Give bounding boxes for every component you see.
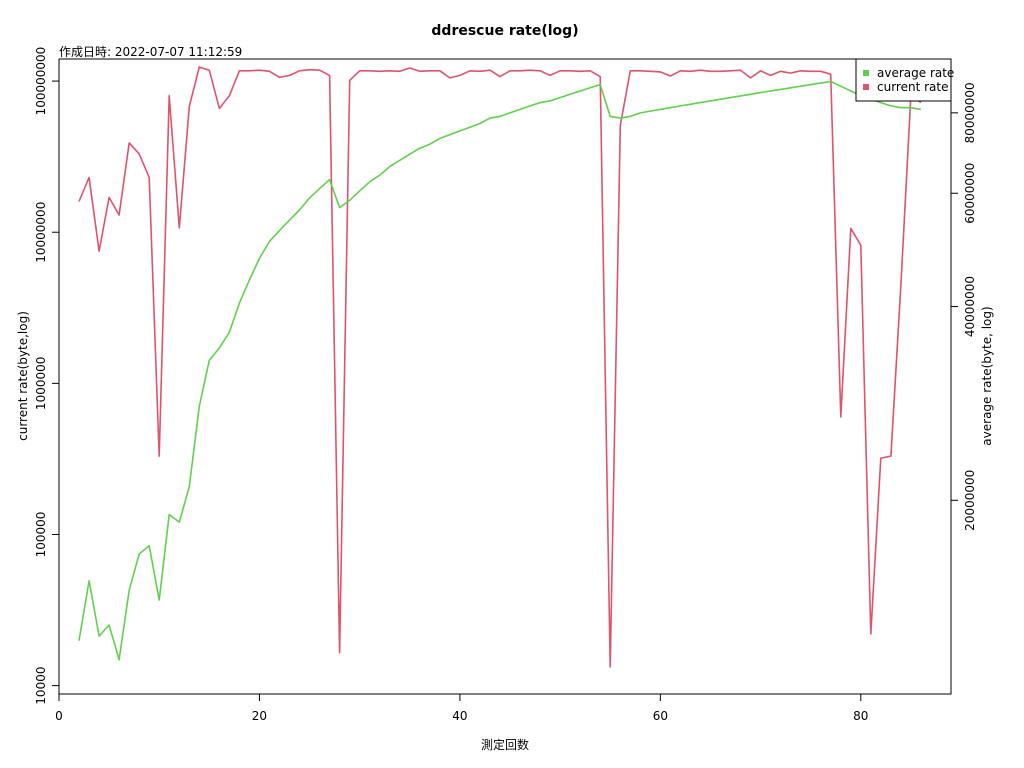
legend: average rate current rate	[855, 58, 954, 102]
y-left-tick-label: 100000000	[34, 47, 48, 116]
y-left-tick-label: 1000000	[34, 357, 48, 410]
plot-area	[58, 58, 952, 695]
y-right-tick-label: 20000000	[963, 470, 977, 531]
y-axis-right: 20000000 40000000 60000000 80000000	[950, 82, 977, 531]
legend-box	[855, 58, 952, 102]
legend-swatch-average-rate	[863, 70, 869, 76]
y-left-tick-label: 10000000	[34, 202, 48, 263]
legend-label-current-rate: current rate	[877, 80, 948, 94]
x-tick-label: 40	[452, 709, 467, 723]
chart-subtitle: 作成日時: 2022-07-07 11:12:59	[59, 45, 242, 59]
y-axis-right-label: average rate(byte, log)	[980, 306, 994, 445]
plot-frame	[58, 58, 952, 695]
y-right-tick-label: 40000000	[963, 276, 977, 337]
x-tick-label: 60	[653, 709, 668, 723]
legend-swatch-current-rate	[863, 84, 869, 90]
series-line-average-rate	[78, 80, 922, 661]
legend-label-average-rate: average rate	[877, 66, 954, 80]
y-right-tick-label: 80000000	[963, 82, 977, 143]
x-axis: 0 20 40 60 80	[55, 693, 868, 723]
y-right-tick-label: 60000000	[963, 163, 977, 224]
x-tick-label: 80	[853, 709, 868, 723]
lines-layer	[78, 66, 922, 668]
x-axis-label: 測定回数	[481, 737, 529, 752]
x-tick-label: 0	[55, 709, 63, 723]
chart-title: ddrescue rate(log)	[431, 23, 578, 39]
series-line-current-rate	[78, 66, 922, 668]
x-tick-label: 20	[252, 709, 267, 723]
y-axis-left: 10000 100000 1000000 10000000 100000000	[34, 47, 60, 705]
y-axis-left-label: current rate(byte,log)	[16, 311, 30, 441]
y-left-tick-label: 100000	[34, 512, 48, 558]
y-left-tick-label: 10000	[34, 667, 48, 705]
